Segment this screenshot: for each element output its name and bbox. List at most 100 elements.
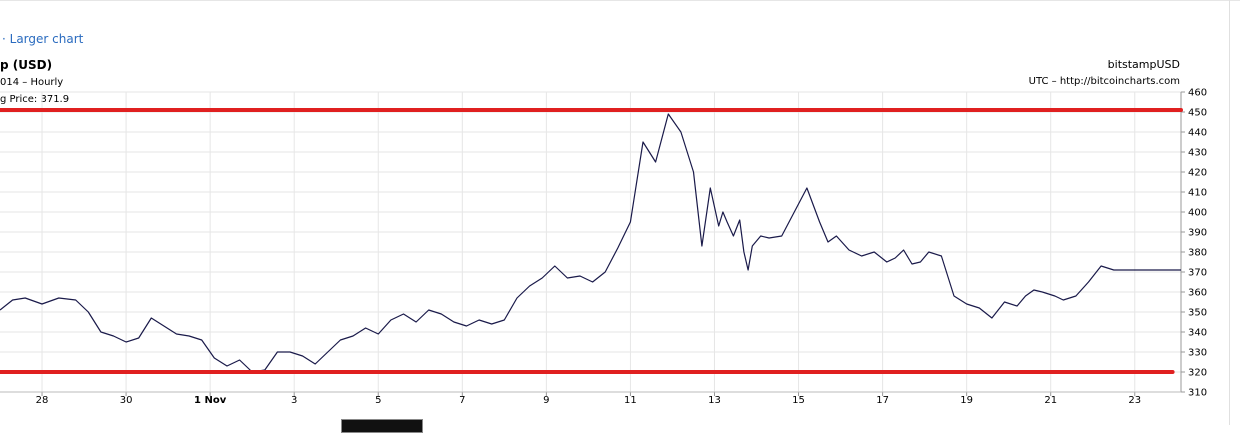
price-point bbox=[903, 249, 904, 250]
price-point bbox=[1113, 269, 1114, 270]
price-point bbox=[630, 221, 631, 222]
price-point bbox=[365, 327, 366, 328]
price-point bbox=[1151, 269, 1152, 270]
price-point bbox=[163, 325, 164, 326]
price-point bbox=[726, 221, 727, 222]
price-point bbox=[100, 331, 101, 332]
y-tick-label: 410 bbox=[1188, 188, 1207, 199]
y-tick-label: 380 bbox=[1188, 248, 1207, 259]
price-point bbox=[806, 187, 807, 188]
y-tick-label: 430 bbox=[1188, 148, 1207, 159]
price-point bbox=[138, 337, 139, 338]
price-series bbox=[0, 113, 1181, 373]
price-point bbox=[617, 247, 618, 248]
panel-edge bbox=[1229, 0, 1230, 425]
price-point bbox=[655, 161, 656, 162]
last-price-label: g Price: 371.9 bbox=[0, 94, 70, 105]
price-point bbox=[567, 277, 568, 278]
x-tick-label: 5 bbox=[375, 395, 381, 406]
y-tick-label: 440 bbox=[1188, 128, 1207, 139]
y-tick-label: 330 bbox=[1188, 348, 1207, 359]
y-tick-label: 420 bbox=[1188, 168, 1207, 179]
price-point bbox=[151, 317, 152, 318]
price-point bbox=[722, 211, 723, 212]
price-point bbox=[920, 261, 921, 262]
price-point bbox=[88, 311, 89, 312]
price-point bbox=[895, 257, 896, 258]
annotation-lines bbox=[0, 108, 1183, 374]
price-point bbox=[592, 281, 593, 282]
y-tick-label: 340 bbox=[1188, 328, 1207, 339]
price-point bbox=[41, 303, 42, 304]
price-point bbox=[1033, 289, 1034, 290]
y-tick-label: 450 bbox=[1188, 108, 1207, 119]
x-tick-label: 17 bbox=[876, 395, 889, 406]
price-point bbox=[542, 277, 543, 278]
price-point bbox=[1075, 295, 1076, 296]
top-rule bbox=[0, 0, 1240, 1]
x-tick-label: 3 bbox=[291, 395, 297, 406]
y-tick-label: 360 bbox=[1188, 288, 1207, 299]
price-point bbox=[794, 211, 795, 212]
price-point bbox=[733, 235, 734, 236]
x-tick-label: 28 bbox=[36, 395, 49, 406]
price-point bbox=[928, 251, 929, 252]
price-point bbox=[781, 235, 782, 236]
price-point bbox=[752, 245, 753, 246]
price-point bbox=[1088, 281, 1089, 282]
y-tick-label: 390 bbox=[1188, 228, 1207, 239]
price-point bbox=[75, 299, 76, 300]
price-point bbox=[1004, 301, 1005, 302]
price-point bbox=[710, 187, 711, 188]
price-point bbox=[491, 323, 492, 324]
price-point bbox=[1180, 269, 1181, 270]
price-point bbox=[911, 263, 912, 264]
price-point bbox=[1042, 291, 1043, 292]
price-point bbox=[769, 237, 770, 238]
chart-subtitle: 014 – Hourly bbox=[0, 77, 64, 88]
price-point bbox=[848, 249, 849, 250]
price-point bbox=[315, 363, 316, 364]
price-point bbox=[680, 131, 681, 132]
price-point bbox=[760, 235, 761, 236]
price-point bbox=[579, 275, 580, 276]
y-tick-label: 400 bbox=[1188, 208, 1207, 219]
price-point bbox=[504, 319, 505, 320]
larger-chart-link[interactable]: · Larger chart bbox=[2, 32, 84, 46]
price-point bbox=[827, 241, 828, 242]
price-point bbox=[718, 225, 719, 226]
price-point bbox=[991, 317, 992, 318]
y-tick-label: 320 bbox=[1188, 368, 1207, 379]
x-tick-label: 1 Nov bbox=[194, 395, 227, 406]
price-point bbox=[441, 313, 442, 314]
price-point bbox=[748, 269, 749, 270]
x-axis-labels: 28 30 1 Nov 3 5 7 9 11 13 15 17 19 21 23 bbox=[36, 395, 1141, 406]
price-point bbox=[979, 307, 980, 308]
chart-grid bbox=[0, 91, 1181, 393]
price-point bbox=[378, 333, 379, 334]
x-tick-label: 7 bbox=[459, 395, 465, 406]
y-tick-label: 350 bbox=[1188, 308, 1207, 319]
x-tick-label: 9 bbox=[543, 395, 549, 406]
price-point bbox=[1054, 295, 1055, 296]
market-source-name: bitstampUSD bbox=[1107, 58, 1180, 71]
price-point bbox=[886, 261, 887, 262]
price-point bbox=[693, 171, 694, 172]
source-url: UTC – http://bitcoincharts.com bbox=[1028, 76, 1180, 87]
price-point bbox=[239, 359, 240, 360]
price-point bbox=[327, 351, 328, 352]
price-point bbox=[554, 265, 555, 266]
price-point bbox=[1063, 299, 1064, 300]
price-point bbox=[415, 321, 416, 322]
price-point bbox=[289, 351, 290, 352]
price-point bbox=[352, 335, 353, 336]
price-point bbox=[479, 319, 480, 320]
price-point bbox=[466, 325, 467, 326]
price-point bbox=[966, 303, 967, 304]
x-tick-label: 13 bbox=[708, 395, 721, 406]
price-point bbox=[113, 335, 114, 336]
x-tick-label: 15 bbox=[792, 395, 805, 406]
plot-frame bbox=[0, 91, 1185, 396]
price-point bbox=[201, 339, 202, 340]
price-point bbox=[403, 313, 404, 314]
